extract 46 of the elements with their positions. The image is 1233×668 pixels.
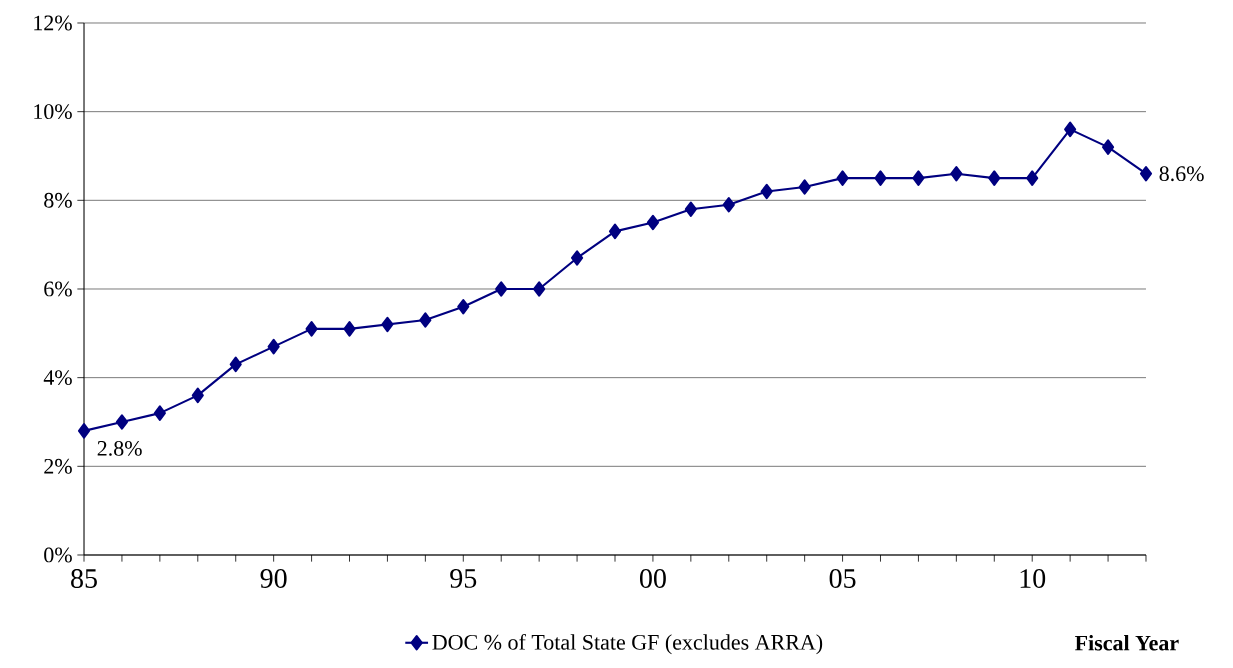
- point: [153, 405, 166, 421]
- x-tick-label: 00: [640, 569, 666, 588]
- point: [950, 165, 963, 182]
- point: [533, 281, 546, 297]
- point: [684, 201, 697, 217]
- point: [343, 321, 356, 337]
- y-tick-label: 6%: [44, 281, 72, 297]
- x-tick-label: 85: [71, 569, 97, 588]
- x-tick-label: 10: [1020, 569, 1046, 588]
- point: [646, 214, 659, 231]
- data-label: 2.8%: [97, 440, 142, 456]
- y-tick-label: 2%: [44, 458, 72, 474]
- point: [912, 170, 925, 186]
- point: [381, 316, 394, 333]
- point: [1139, 165, 1153, 182]
- point: [115, 414, 129, 430]
- legend-label: DOC % of Total State GF (excludes ARRA): [432, 634, 823, 655]
- y-tick-label: 4%: [43, 370, 72, 386]
- data-label: 8.6%: [1159, 166, 1204, 182]
- point: [608, 223, 622, 240]
- y-tick-label: 8%: [44, 192, 72, 208]
- point: [1026, 170, 1039, 186]
- x-tick-label: 95: [450, 569, 477, 588]
- y-tick-label: 12%: [34, 15, 72, 31]
- point: [760, 183, 773, 200]
- point: [495, 281, 508, 297]
- x-tick-label: 05: [829, 569, 856, 588]
- point: [988, 170, 1001, 186]
- x-tick-label: 90: [260, 569, 287, 588]
- point: [798, 179, 811, 195]
- point: [419, 312, 432, 328]
- point: [77, 423, 91, 439]
- point: [1064, 121, 1077, 138]
- point: [267, 338, 280, 355]
- point: [191, 387, 204, 404]
- y-tick-label: 10%: [34, 104, 72, 120]
- point: [571, 250, 584, 266]
- point: [1102, 139, 1115, 155]
- point: [457, 298, 470, 315]
- point: [229, 356, 242, 373]
- point: [722, 197, 735, 213]
- y-tick-label: 0%: [44, 547, 72, 563]
- point: [874, 170, 887, 186]
- point: [836, 170, 849, 186]
- x-axis-title: Fiscal Year: [1075, 635, 1179, 651]
- point: [305, 321, 318, 337]
